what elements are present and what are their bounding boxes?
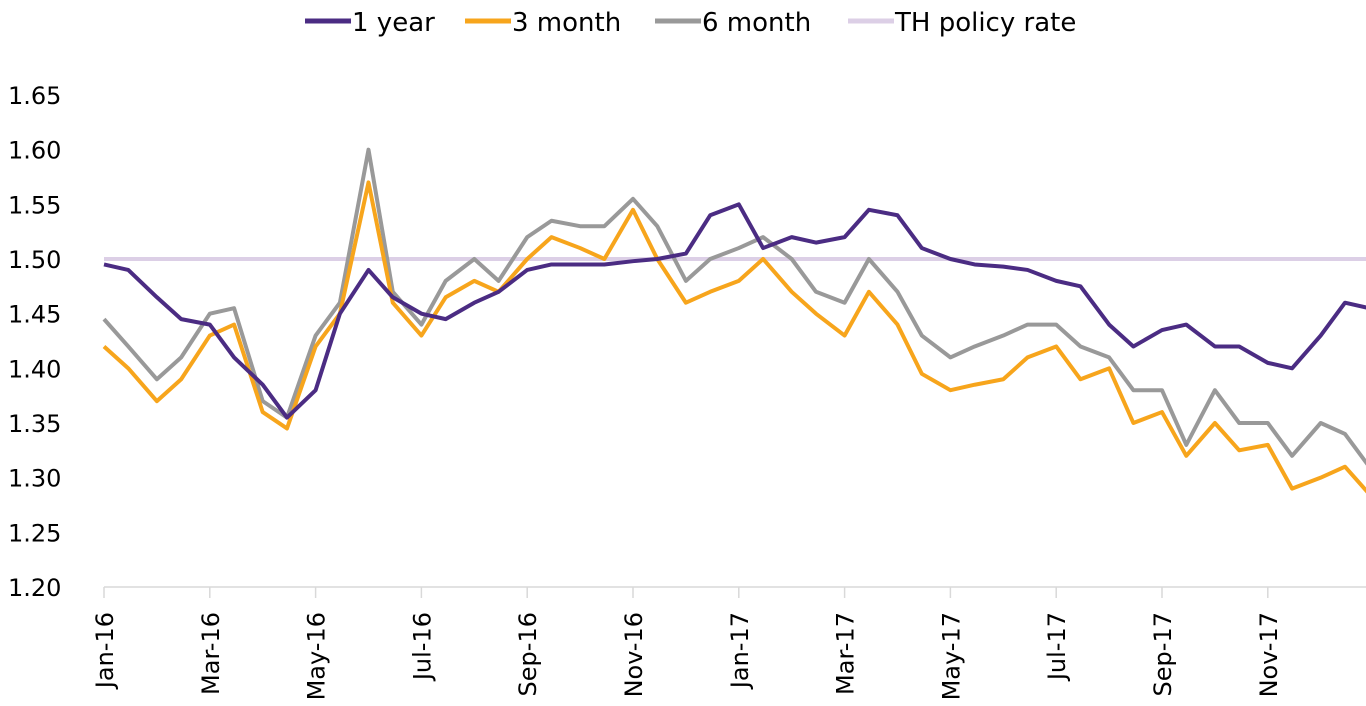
y-axis: 1.20 1.25 1.30 1.35 1.40 1.45 1.50 1.55 1.60 1.65 xyxy=(8,82,61,602)
legend-label: TH policy rate xyxy=(894,8,1076,38)
series-line-3-month xyxy=(102,180,1366,494)
x-tick-label: May-17 xyxy=(937,612,965,700)
x-tick-label: Jul-16 xyxy=(408,612,436,682)
y-tick-label: 1.45 xyxy=(8,301,61,329)
y-tick-label: 1.50 xyxy=(8,246,61,274)
y-tick-label: 1.20 xyxy=(8,574,61,602)
x-tick-label: Nov-17 xyxy=(1255,612,1283,697)
x-tick-label: Jan-16 xyxy=(91,612,119,690)
legend-label: 1 year xyxy=(352,8,435,38)
x-tick-label: Mar-17 xyxy=(832,612,860,695)
x-tick-label: Jul-17 xyxy=(1043,612,1071,682)
y-tick-label: 1.25 xyxy=(8,519,61,547)
y-tick-label: 1.30 xyxy=(8,465,61,493)
x-tick-label: May-16 xyxy=(303,612,331,700)
series-line-1-year xyxy=(103,202,1366,420)
x-tick-label: Nov-16 xyxy=(620,612,648,697)
x-tick-label: Sep-17 xyxy=(1149,612,1177,696)
legend: 1 year 3 month 6 month TH policy rate xyxy=(305,8,1076,38)
series-lines xyxy=(102,147,1366,494)
x-tick-label: Mar-16 xyxy=(197,612,225,695)
x-tick-label: Sep-16 xyxy=(514,612,542,696)
x-axis: Jan-16 Mar-16 May-16 Jul-16 Sep-16 Nov-16 Jan-… xyxy=(91,586,1366,700)
x-tick-label: Jan-17 xyxy=(726,612,754,690)
legend-label: 3 month xyxy=(512,8,621,38)
y-tick-label: 1.35 xyxy=(8,410,61,438)
y-tick-label: 1.55 xyxy=(8,191,61,219)
y-tick-label: 1.65 xyxy=(8,82,61,110)
series-line-6-month xyxy=(102,147,1366,466)
y-tick-label: 1.40 xyxy=(8,355,61,383)
legend-label: 6 month xyxy=(702,8,811,38)
y-tick-label: 1.60 xyxy=(8,137,61,165)
